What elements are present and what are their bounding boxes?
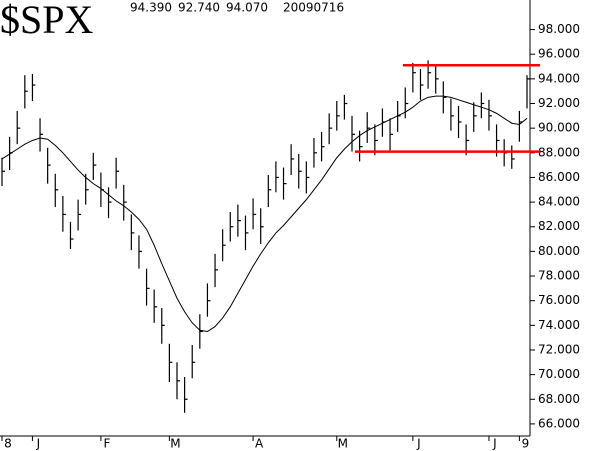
x-tick-label: J — [416, 437, 421, 451]
x-tick-label: M — [170, 437, 180, 451]
y-tick-label: 94.000 — [538, 71, 580, 85]
x-tick-label: J — [36, 437, 41, 451]
y-tick-label: 90.000 — [538, 121, 580, 135]
y-tick-label: 88.000 — [538, 145, 580, 159]
moving-average — [1, 95, 528, 333]
header-value: 92.740 — [178, 1, 220, 15]
y-tick-label: 68.000 — [538, 392, 580, 406]
y-tick-label: 82.000 — [538, 219, 580, 233]
x-tick-label: J — [492, 437, 497, 451]
x-tick-label: M — [338, 437, 348, 451]
y-tick-label: 72.000 — [538, 342, 580, 356]
x-tick-label: F — [103, 437, 110, 451]
y-tick-label: 96.000 — [538, 47, 580, 61]
y-tick-label: 80.000 — [538, 244, 580, 258]
x-tick-label: 8 — [4, 437, 12, 451]
x-tick-label: A — [255, 437, 264, 451]
header-value: 94.070 — [226, 1, 268, 15]
header-value: 20090716 — [283, 1, 344, 15]
y-tick-label: 84.000 — [538, 195, 580, 209]
y-tick-label: 66.000 — [538, 416, 580, 430]
x-tick-label: 9 — [522, 437, 530, 451]
y-tick-label: 76.000 — [538, 293, 580, 307]
y-tick-label: 98.000 — [538, 22, 580, 36]
y-tick-label: 70.000 — [538, 367, 580, 381]
chart-title: $SPX — [0, 0, 93, 42]
y-tick-label: 78.000 — [538, 269, 580, 283]
y-tick-label: 92.000 — [538, 96, 580, 110]
y-tick-label: 74.000 — [538, 318, 580, 332]
header-value: 94.390 — [130, 1, 172, 15]
y-tick-label: 86.000 — [538, 170, 580, 184]
